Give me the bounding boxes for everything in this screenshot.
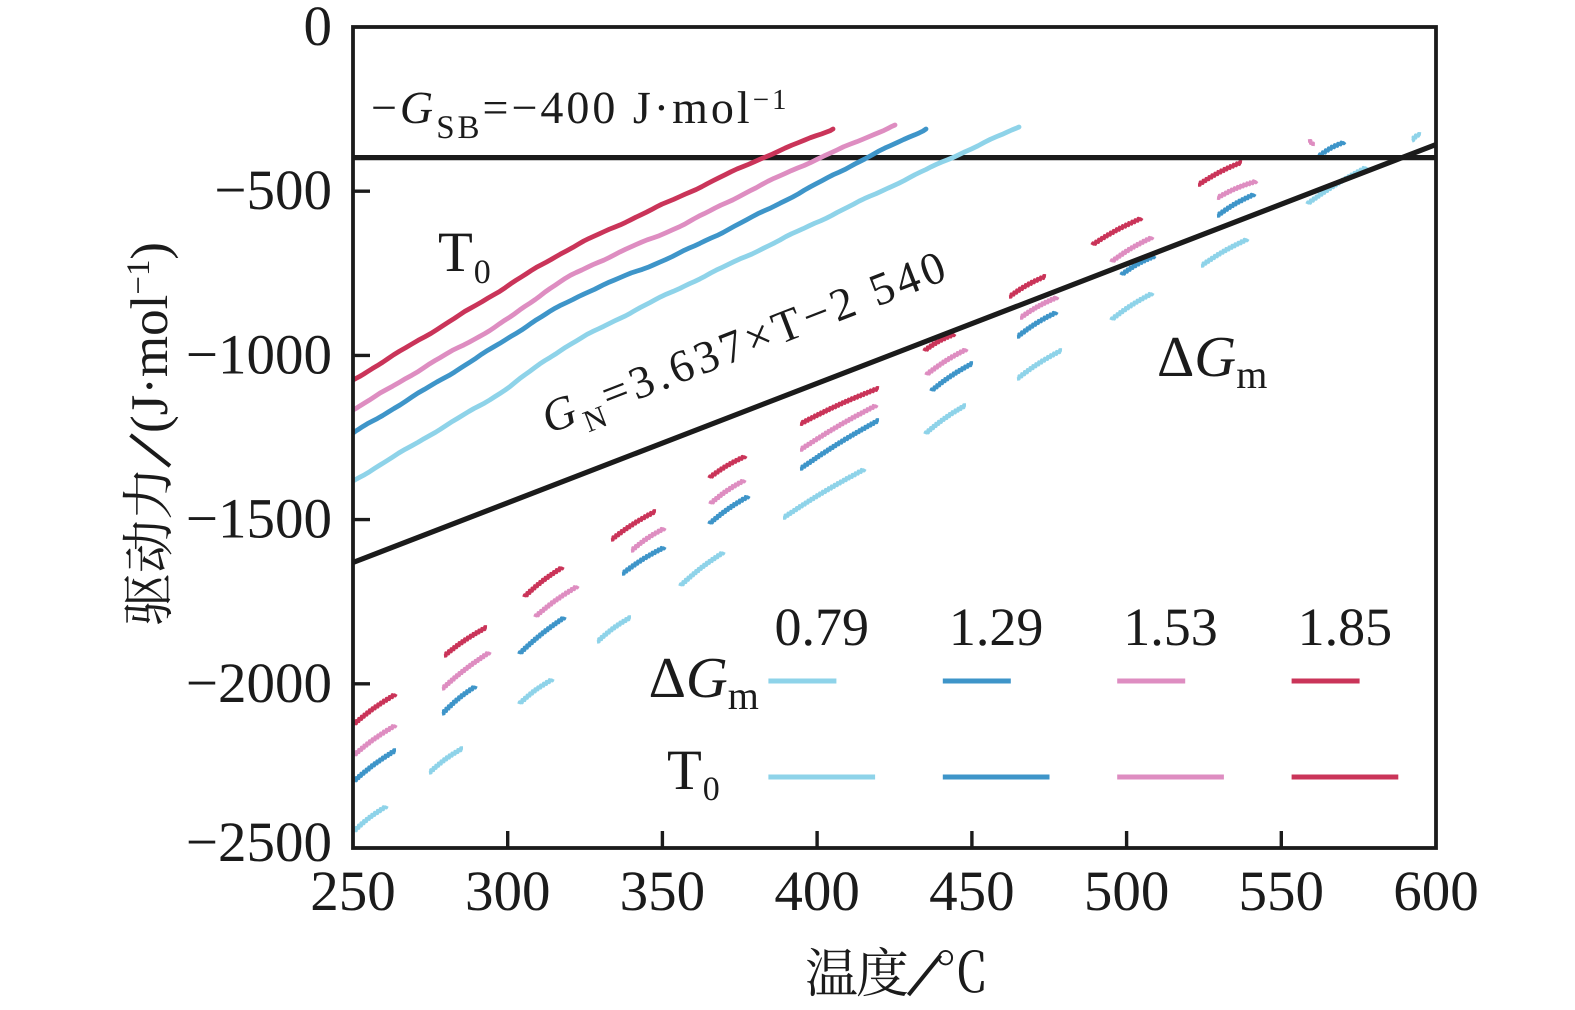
svg-text:−1: −1 [753,84,790,116]
svg-text:350: 350 [620,860,706,923]
svg-text:T: T [667,739,702,802]
svg-text:1.53: 1.53 [1123,597,1218,657]
svg-text:1.29: 1.29 [949,597,1044,657]
svg-text:0.79: 0.79 [774,597,869,657]
svg-text:G: G [686,645,728,710]
svg-text:=−400 J·mol: =−400 J·mol [483,82,753,133]
svg-text:−500: −500 [214,159,332,222]
svg-text:G: G [1194,324,1236,389]
svg-text:600: 600 [1393,860,1479,923]
svg-text:450: 450 [929,860,1015,923]
svg-text:(J·mol: (J·mol [121,295,179,433]
svg-text:): ) [121,242,179,260]
svg-text:0: 0 [703,771,720,808]
svg-text:300: 300 [465,860,551,923]
svg-text:m: m [728,673,759,718]
svg-text:−2000: −2000 [186,652,332,715]
svg-text:−1500: −1500 [186,488,332,551]
svg-text:Δ: Δ [649,645,686,710]
svg-text:0: 0 [304,0,333,58]
svg-text:250: 250 [310,860,396,923]
svg-text:−2500: −2500 [186,811,332,874]
svg-text:−1: −1 [121,260,157,295]
svg-text:0: 0 [474,254,491,291]
svg-text:500: 500 [1084,860,1170,923]
svg-text:400: 400 [774,860,860,923]
svg-text:m: m [1236,352,1267,397]
svg-text:Δ: Δ [1157,324,1194,389]
svg-text:G: G [400,82,436,133]
svg-text:SB: SB [436,110,482,146]
svg-text:−: − [371,82,400,133]
svg-text:550: 550 [1239,860,1325,923]
svg-text:T: T [438,221,473,284]
svg-text:−1000: −1000 [186,323,332,386]
svg-text:1.85: 1.85 [1298,597,1393,657]
